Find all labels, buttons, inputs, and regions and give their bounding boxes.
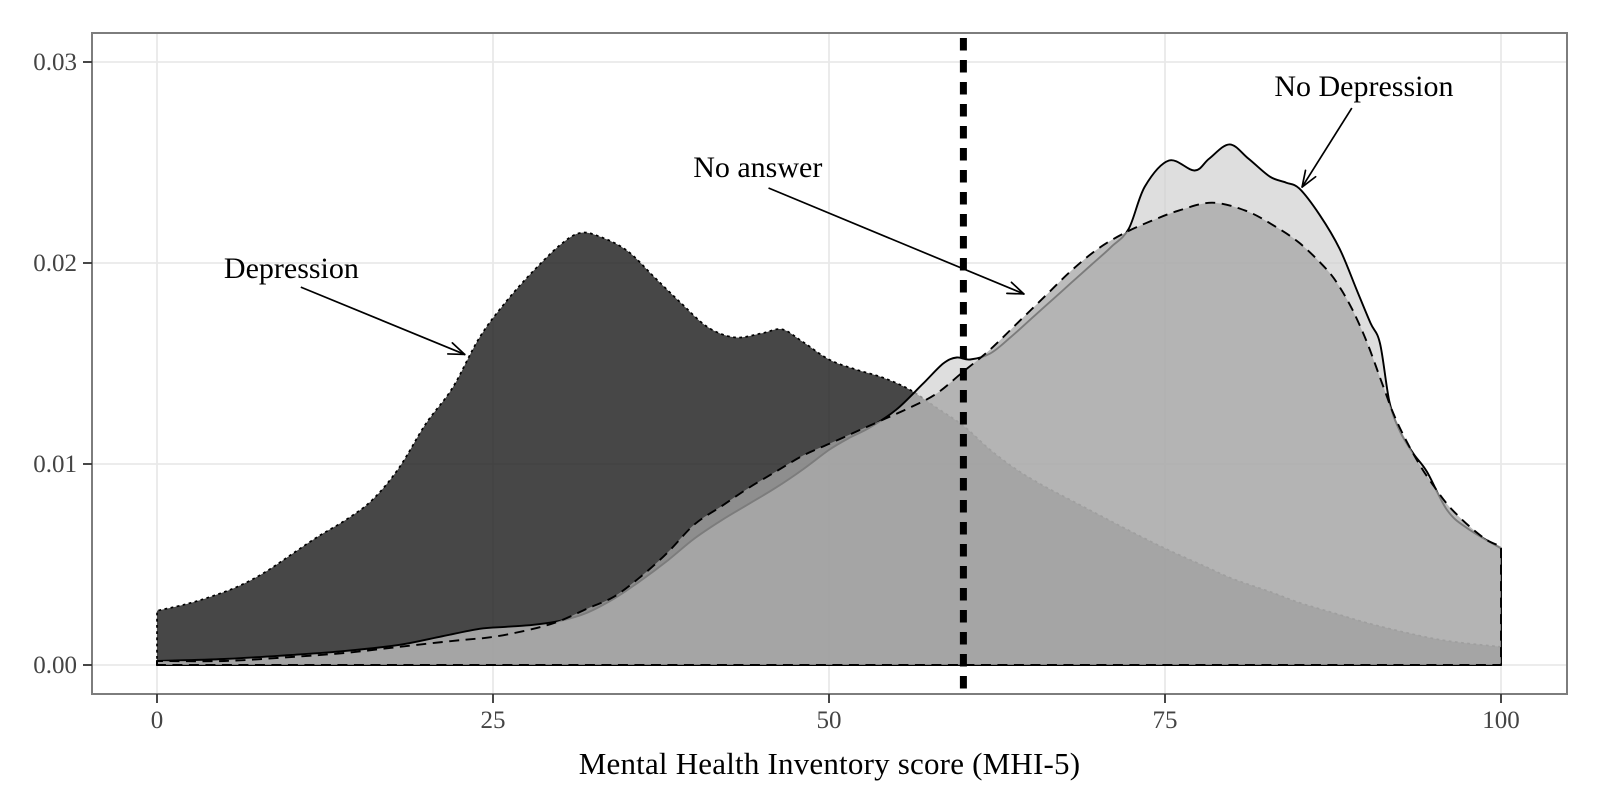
annotation-arrow-no-answer: [768, 187, 1025, 295]
annotation-label-no-answer: No answer: [693, 151, 822, 184]
y-tick-label: 0.03: [33, 49, 77, 76]
density-area-no_answer: [156, 201, 1502, 666]
x-axis-title: Mental Health Inventory score (MHI-5): [578, 746, 1081, 781]
x-tick-label: 25: [481, 707, 506, 734]
annotation-arrowhead-depression: [451, 342, 466, 356]
annotation-arrowhead-no-depression: [1301, 169, 1307, 188]
y-tick-label: 0.00: [33, 652, 77, 679]
x-tick-label: 0: [151, 707, 164, 734]
annotation-label-depression: Depression: [224, 252, 359, 285]
y-tick-label: 0.02: [33, 250, 77, 277]
x-tick-label: 100: [1482, 707, 1520, 734]
annotation-arrowhead-no-depression: [1301, 175, 1317, 188]
x-tick-label: 75: [1153, 707, 1178, 734]
annotation-arrowhead-no-answer: [1010, 281, 1025, 295]
annotation-label-no-depression: No Depression: [1274, 70, 1453, 103]
x-tick-label: 50: [817, 707, 842, 734]
annotation-arrowhead-depression: [446, 353, 466, 356]
y-tick-label: 0.01: [33, 451, 77, 478]
annotation-arrow-no-depression: [1301, 107, 1353, 188]
annotation-arrowhead-no-answer: [1006, 292, 1025, 295]
annotation-arrow-depression: [300, 286, 466, 356]
